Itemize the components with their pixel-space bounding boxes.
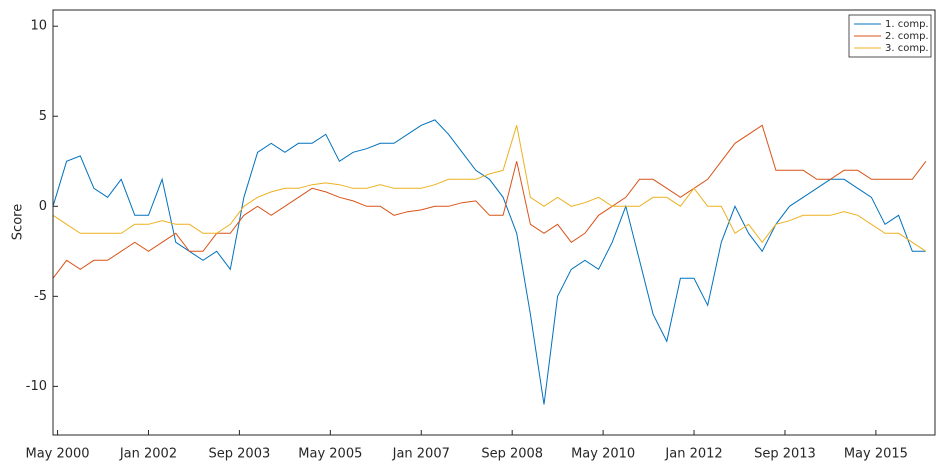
y-axis-label: Score (11, 204, 26, 240)
y-tick-label: 10 (30, 19, 47, 34)
x-tick-label: Jan 2002 (119, 447, 177, 462)
y-tick-label: -10 (26, 379, 47, 394)
x-tick-label: May 2010 (571, 447, 635, 462)
y-tick-label: 0 (39, 199, 47, 214)
x-tick-label: Sep 2008 (481, 447, 543, 462)
x-tick-label: Sep 2003 (209, 447, 271, 462)
x-tick-label: May 2000 (25, 447, 89, 462)
legend-label: 1. comp. (885, 19, 929, 30)
legend: 1. comp.2. comp.3. comp. (848, 14, 932, 58)
series-line (52, 125, 927, 252)
x-tick-label: May 2005 (298, 447, 362, 462)
legend-label: 2. comp. (885, 31, 929, 42)
series-line (52, 119, 926, 405)
series-line (52, 124, 927, 279)
y-tick-label: 5 (39, 109, 47, 124)
x-tick-label: Jan 2007 (392, 447, 450, 462)
axes-box (52, 9, 936, 436)
x-tick-label: May 2015 (844, 447, 908, 462)
x-tick-label: Jan 2012 (664, 447, 722, 462)
y-tick-label: -5 (34, 289, 47, 304)
x-tick-label: Sep 2013 (754, 447, 816, 462)
legend-label: 3. comp. (885, 43, 929, 54)
